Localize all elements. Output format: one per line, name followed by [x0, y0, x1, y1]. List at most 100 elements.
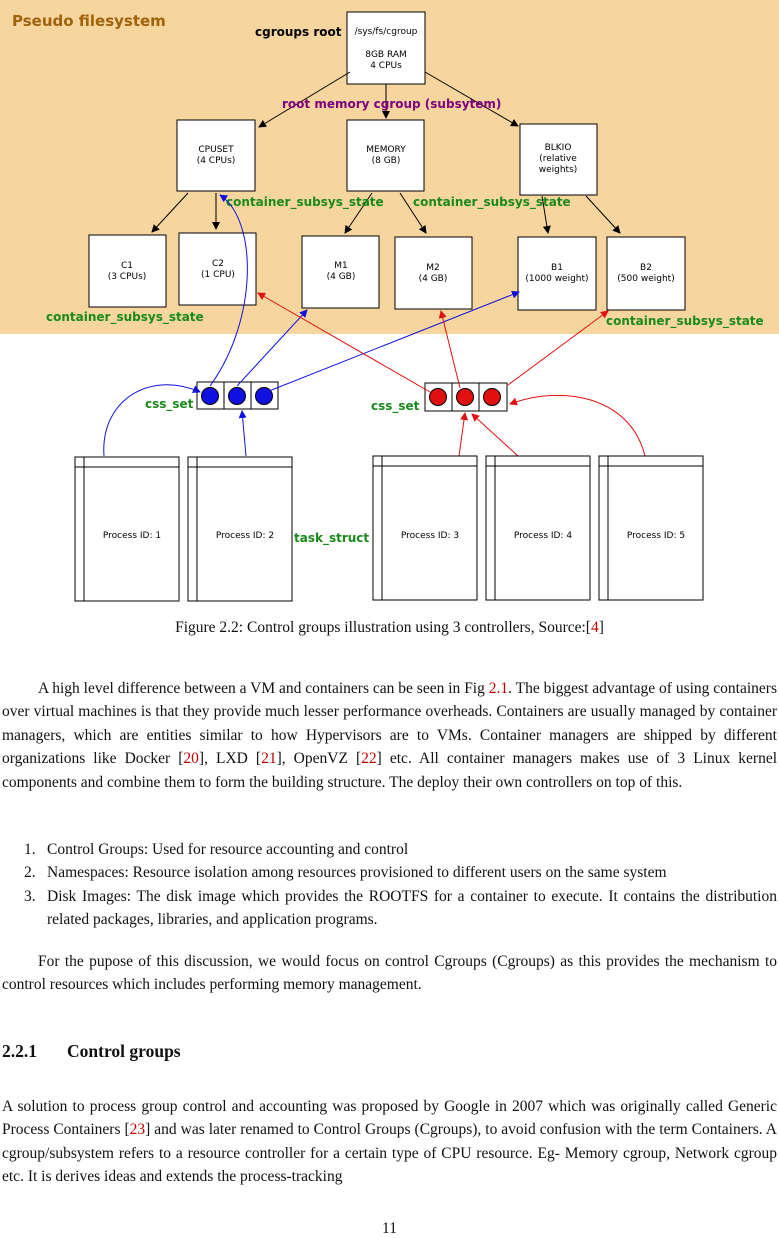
subsystem-blkio-box [519, 123, 598, 196]
subsystem-line: CPUSET [198, 145, 234, 155]
subsystem-line: BLKIO [545, 143, 572, 153]
child-line: (1000 weight) [525, 274, 588, 284]
state-label: container_subsys_state [606, 314, 764, 329]
region-label: Pseudo filesystem [12, 12, 166, 30]
css-set-label: css_set [371, 399, 420, 414]
root-box-line: /sys/fs/cgroup [355, 27, 418, 37]
arrow-red-proc4 [471, 413, 519, 457]
process-label: Process ID: 4 [514, 531, 572, 541]
process-4-box [485, 455, 591, 601]
arrow-blue-m1 [236, 309, 308, 387]
paragraph-3: A solution to process group control and … [2, 1095, 777, 1189]
root-box-line: 4 CPUs [370, 61, 402, 71]
caption-text: ] [598, 619, 604, 636]
process-2-box [187, 456, 293, 602]
list-item: 3. Disk Images: The disk image which prov… [2, 885, 777, 932]
subsystem-line: (4 CPUs) [197, 156, 236, 166]
child-b1-box [517, 236, 597, 311]
paragraph-text: A high level difference between a VM and… [38, 680, 489, 697]
child-line: B1 [551, 263, 563, 273]
child-line: (500 weight) [617, 274, 674, 284]
subsystem-line: (8 GB) [372, 156, 401, 166]
paragraph-text: A solution to process group control and … [2, 1098, 777, 1139]
child-line: (4 GB) [327, 272, 356, 282]
section-heading: 2.2.1 Control groups [2, 1041, 181, 1062]
section-number: 2.2.1 [2, 1041, 37, 1061]
process-label: Process ID: 2 [216, 531, 274, 541]
list-item: 2. Namespaces: Resource isolation among r… [2, 861, 777, 884]
paragraph-text: ], LXD [ [198, 750, 262, 768]
root-box-line: 8GB RAM [365, 50, 407, 60]
root-memory-label: root memory cgroup (subsytem) [282, 97, 501, 111]
arrow-blkio-b1 [541, 195, 551, 234]
component-list: 1. Control Groups: Used for resource acco… [2, 838, 777, 932]
arrow-root-cpuset [258, 71, 351, 128]
css-set-red-dot [429, 388, 447, 406]
subsystem-memory-box [346, 119, 425, 192]
list-text: Disk Images: The disk image which provid… [47, 887, 777, 929]
state-label: container_subsys_state [413, 195, 571, 210]
list-number: 2. [24, 864, 36, 882]
citation-link[interactable]: 23 [129, 1121, 146, 1139]
process-label: Process ID: 5 [627, 531, 685, 541]
caption-text: Figure 2.2: Control groups illustration … [175, 619, 591, 636]
citation-link[interactable]: 22 [361, 750, 377, 768]
subsystem-cpuset-box [176, 119, 256, 192]
child-b2-box [606, 236, 686, 311]
figure-caption: Figure 2.2: Control groups illustration … [0, 619, 779, 637]
child-line: M1 [334, 261, 348, 271]
paragraph-text: . The biggest advantage of using contain… [2, 680, 777, 768]
cgroups-diagram: Pseudo filesystem cgroups root /sys/fs/c… [0, 0, 779, 602]
cgroups-root-label: cgroups root [255, 25, 342, 39]
arrow-memory-m1 [344, 192, 373, 234]
list-text: Namespaces: Resource isolation among res… [47, 864, 667, 882]
process-label: Process ID: 1 [103, 531, 161, 541]
arrow-blue-cpuset [209, 194, 248, 387]
arrow-red-proc5 [509, 394, 646, 457]
arrow-cpuset-c1 [151, 192, 189, 233]
subsystem-line: (relative [539, 154, 577, 164]
css-set-blue-dot [201, 387, 219, 405]
child-line: C2 [212, 259, 224, 269]
root-box [346, 11, 426, 85]
child-c1-box [88, 234, 167, 308]
state-label: container_subsys_state [46, 310, 204, 325]
figure-link[interactable]: 2.1 [488, 680, 509, 697]
citation-link[interactable]: 20 [183, 750, 199, 768]
list-text: Control Groups: Used for resource accoun… [47, 841, 409, 858]
task-struct-label: task_struct [294, 531, 369, 546]
child-line: (4 GB) [419, 274, 448, 284]
arrow-red-b2 [507, 310, 609, 386]
child-line: B2 [640, 263, 652, 273]
subsystem-line: weights) [539, 165, 578, 175]
css-set-blue-dot [228, 387, 246, 405]
child-line: (1 CPU) [201, 270, 235, 280]
cgroups-figure: Pseudo filesystem cgroups root /sys/fs/c… [0, 0, 779, 612]
child-m2-box [394, 236, 473, 310]
child-m1-box [301, 235, 380, 309]
state-label: container_subsys_state [226, 195, 384, 210]
css-set-label: css_set [145, 397, 194, 412]
css-set-red-dot [456, 388, 474, 406]
arrow-memory-m2 [399, 192, 427, 234]
arrow-blue-proc2 [238, 410, 247, 457]
css-set-blue-dot [255, 387, 273, 405]
paragraph-text: ] and was later renamed to Control Group… [2, 1121, 778, 1186]
arrow-blkio-b2 [585, 195, 621, 234]
subsystem-line: MEMORY [366, 145, 406, 155]
paragraph-text: ] etc. All container managers makes use … [2, 750, 778, 791]
arrow-red-proc3 [458, 412, 468, 457]
arrow-root-blkio [424, 71, 519, 127]
paragraph-1: A high level difference between a VM and… [2, 677, 777, 794]
section-title: Control groups [67, 1041, 181, 1061]
child-c2-box [178, 232, 257, 306]
process-label: Process ID: 3 [401, 531, 459, 541]
process-1-box [74, 456, 180, 602]
list-number: 1. [24, 841, 36, 858]
citation-link[interactable]: 21 [261, 750, 277, 768]
page-number: 11 [382, 1220, 397, 1237]
process-3-box [372, 455, 478, 601]
process-5-box [598, 455, 704, 601]
citation-link[interactable]: 4 [590, 619, 599, 636]
arrow-blue-b1 [263, 290, 520, 394]
